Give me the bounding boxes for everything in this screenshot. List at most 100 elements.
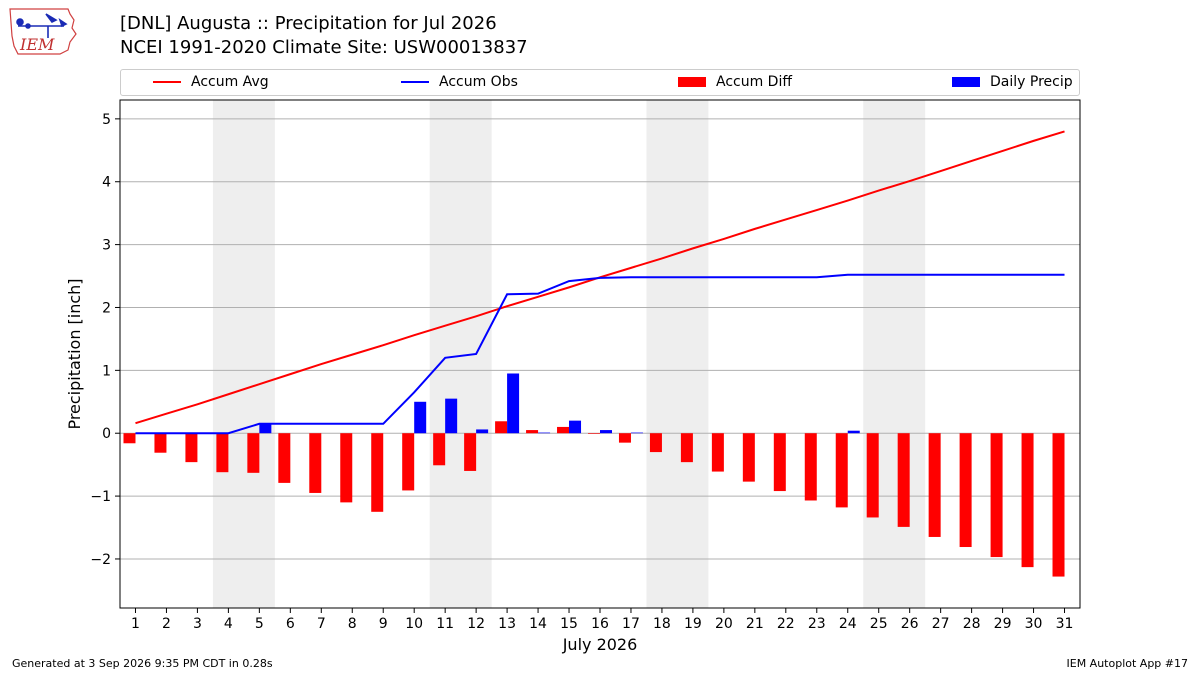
daily-precip-bar (476, 429, 489, 434)
daily-precip-bar (600, 430, 612, 434)
accum-diff-bar (897, 433, 910, 527)
y-tick-label: 2 (102, 300, 111, 316)
x-tick-label: 26 (901, 616, 919, 632)
accum-diff-bar (526, 430, 539, 434)
chart-subtitle: NCEI 1991-2020 Climate Site: USW00013837 (120, 37, 528, 58)
accum-diff-bar (804, 433, 817, 501)
x-tick-label: 6 (286, 616, 295, 632)
x-tick-label: 20 (715, 616, 733, 632)
accum-diff-bar (340, 433, 353, 503)
accum-diff-bar (742, 433, 755, 482)
weekend-shading-band (646, 100, 709, 608)
x-tick-label: 5 (255, 616, 264, 632)
accum-diff-bar (123, 433, 136, 444)
x-tick-label: 10 (405, 616, 423, 632)
daily-precip-bar (414, 401, 427, 434)
x-tick-label: 15 (560, 616, 578, 632)
legend-swatch-accum-diff (678, 77, 706, 87)
y-tick-label: 1 (102, 363, 111, 379)
x-tick-label: 22 (777, 616, 795, 632)
accum-diff-bar (278, 433, 291, 483)
accum-obs-line (135, 273, 1065, 435)
daily-precip-bar (445, 398, 458, 434)
x-tick-label: 4 (224, 616, 233, 632)
iem-logo: IEM (8, 6, 80, 60)
daily-precip-bar (259, 423, 272, 434)
daily-precip-bar (569, 420, 582, 434)
accum-diff-bar (371, 433, 384, 512)
legend-swatch-accum-avg (153, 81, 181, 83)
chart-title: [DNL] Augusta :: Precipitation for Jul 2… (120, 13, 497, 34)
accum-diff-bar (959, 433, 972, 548)
x-tick-label: 12 (467, 616, 485, 632)
daily-precip-bar (538, 432, 551, 434)
legend-item-daily-precip: Daily Precip (952, 73, 1073, 91)
x-tick-label: 28 (963, 616, 981, 632)
x-tick-label: 13 (498, 616, 516, 632)
weekend-shading-band (863, 100, 926, 608)
x-tick-label: 30 (1025, 616, 1043, 632)
accum-diff-bar (680, 433, 693, 463)
y-tick-label: −2 (90, 552, 111, 568)
weather-instrument-icon (16, 13, 68, 38)
accum-diff-bar (835, 433, 848, 508)
daily-precip-bar (847, 430, 860, 434)
accum-diff-bar (1021, 433, 1034, 568)
plot-area (120, 100, 1080, 608)
accum-diff-bar (649, 433, 662, 453)
legend-label-accum-obs: Accum Obs (439, 74, 518, 90)
y-tick-label: 4 (102, 175, 111, 191)
x-tick-label: 21 (746, 616, 764, 632)
y-tick-label: −1 (90, 489, 111, 505)
legend-item-accum-avg: Accum Avg (153, 73, 269, 91)
accum-diff-bar (495, 421, 508, 434)
x-tick-label: 18 (653, 616, 671, 632)
accum-diff-bar (464, 433, 477, 471)
y-tick-label: 0 (102, 426, 111, 442)
x-tick-label: 19 (684, 616, 702, 632)
accum-diff-bar (588, 433, 600, 434)
x-tick-label: 24 (839, 616, 857, 632)
accum-diff-bar (309, 433, 322, 493)
x-tick-label: 17 (622, 616, 640, 632)
accum-diff-bar (990, 433, 1003, 558)
legend-item-accum-obs: Accum Obs (401, 73, 518, 91)
chart-legend: Accum Avg Accum Obs Accum Diff Daily Pre… (120, 69, 1080, 96)
x-tick-label: 9 (379, 616, 388, 632)
x-tick-label: 11 (436, 616, 454, 632)
legend-label-daily-precip: Daily Precip (990, 74, 1073, 90)
x-tick-label: 27 (932, 616, 950, 632)
x-tick-label: 25 (870, 616, 888, 632)
accum-diff-bar (402, 433, 415, 491)
accum-diff-bar (711, 433, 724, 472)
accum-diff-bar (773, 433, 786, 492)
logo-text: IEM (19, 35, 55, 54)
x-tick-label: 14 (529, 616, 547, 632)
legend-item-accum-diff: Accum Diff (678, 73, 792, 91)
legend-label-accum-diff: Accum Diff (716, 74, 793, 90)
accum-diff-bar (216, 433, 229, 473)
weekend-shading-band (212, 100, 275, 608)
accum-diff-bar (866, 433, 879, 518)
accum-diff-bar (247, 433, 260, 473)
y-tick-label: 3 (102, 238, 111, 254)
app-credit: IEM Autoplot App #17 (1066, 657, 1189, 670)
accum-diff-bar (557, 426, 570, 434)
x-tick-label: 23 (808, 616, 826, 632)
accum-diff-bar (154, 433, 167, 453)
x-tick-label: 7 (317, 616, 326, 632)
x-tick-label: 3 (193, 616, 202, 632)
accum-diff-bar (185, 433, 198, 463)
x-tick-label: 29 (994, 616, 1012, 632)
x-tick-label: 8 (348, 616, 357, 632)
x-axis-label: July 2026 (562, 635, 638, 654)
accum-diff-bar (928, 433, 941, 537)
daily-precip-bar (507, 373, 520, 434)
weekend-shading-band (429, 100, 492, 608)
daily-precip-bar (630, 432, 643, 434)
legend-swatch-accum-obs (401, 81, 429, 83)
x-tick-label: 16 (591, 616, 609, 632)
x-tick-label: 2 (162, 616, 171, 632)
generated-timestamp: Generated at 3 Sep 2026 9:35 PM CDT in 0… (12, 657, 273, 670)
